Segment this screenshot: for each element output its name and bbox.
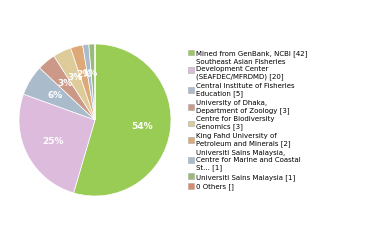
Wedge shape: [89, 44, 95, 120]
Wedge shape: [74, 44, 171, 196]
Text: 3%: 3%: [67, 73, 82, 82]
Text: 54%: 54%: [131, 122, 152, 131]
Text: 6%: 6%: [47, 91, 62, 100]
Wedge shape: [54, 48, 95, 120]
Text: 1%: 1%: [82, 69, 97, 78]
Wedge shape: [24, 68, 95, 120]
Wedge shape: [19, 94, 95, 193]
Text: 25%: 25%: [42, 137, 64, 146]
Wedge shape: [40, 56, 95, 120]
Wedge shape: [71, 45, 95, 120]
Text: 2%: 2%: [76, 70, 91, 79]
Wedge shape: [83, 44, 95, 120]
Text: 3%: 3%: [57, 79, 73, 88]
Legend: Mined from GenBank, NCBI [42], Southeast Asian Fisheries
Development Center
(SEA: Mined from GenBank, NCBI [42], Southeast…: [186, 48, 309, 192]
